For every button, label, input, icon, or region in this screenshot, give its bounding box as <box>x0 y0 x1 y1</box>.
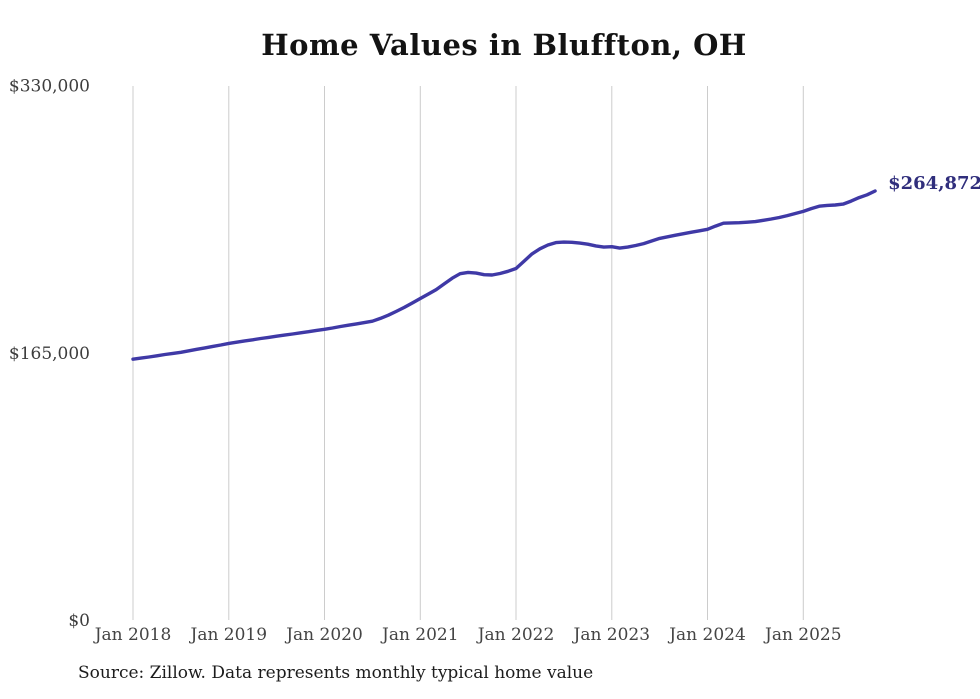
x-axis-tick-label: Jan 2020 <box>284 625 363 645</box>
x-axis-tick-label: Jan 2021 <box>380 625 459 645</box>
source-note: Source: Zillow. Data represents monthly … <box>78 663 594 683</box>
chart-title: Home Values in Bluffton, OH <box>261 28 747 62</box>
y-axis-tick-label: $0 <box>68 611 90 631</box>
latest-value-label: $264,872 <box>888 173 980 194</box>
home-value-line <box>131 189 877 361</box>
y-axis-tick-label: $165,000 <box>9 344 90 364</box>
x-axis-tick-label: Jan 2022 <box>476 625 555 645</box>
x-axis-tick-label: Jan 2023 <box>572 625 651 645</box>
x-axis-tick-label: Jan 2019 <box>189 625 268 645</box>
x-axis-tick-label: Jan 2025 <box>763 625 842 645</box>
y-axis-tick-label: $330,000 <box>9 77 90 97</box>
x-axis-tick-label: Jan 2018 <box>93 625 172 645</box>
x-axis-tick-label: Jan 2024 <box>667 625 746 645</box>
